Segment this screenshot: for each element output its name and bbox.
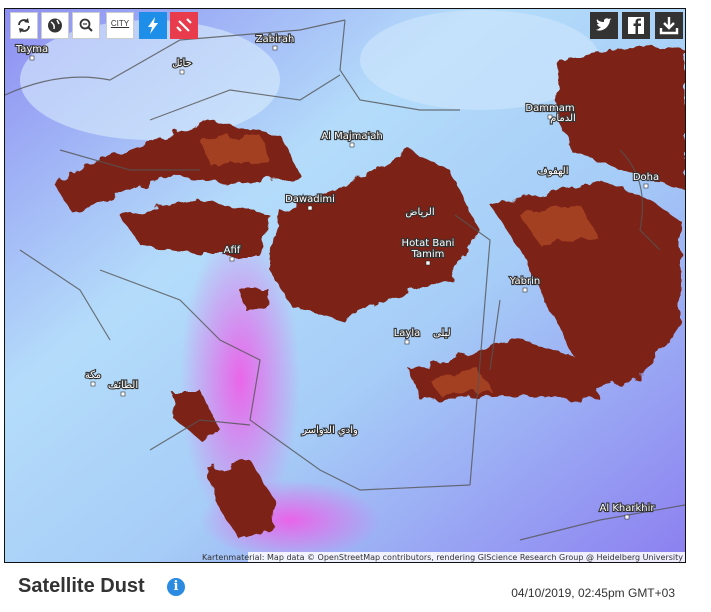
place-dot	[179, 69, 185, 75]
place-label: Zabirah	[256, 34, 295, 45]
info-button[interactable]: i	[167, 578, 185, 596]
refresh-button[interactable]	[10, 12, 38, 39]
refresh-icon	[18, 18, 30, 33]
place-label: Dawadimi	[285, 194, 335, 205]
place-label: ليلى	[433, 328, 451, 339]
lightning-button[interactable]	[139, 12, 167, 39]
place-dot	[425, 260, 431, 266]
place-label: Hotat Bani	[402, 238, 455, 249]
unlink-icon	[176, 18, 192, 32]
place-label: الطائف	[108, 380, 138, 391]
page-title: Satellite Dust	[18, 575, 145, 597]
twitter-button[interactable]	[590, 12, 618, 39]
place-label: Layla	[394, 328, 421, 339]
unlink-button[interactable]	[170, 12, 198, 39]
lightning-icon	[148, 17, 158, 34]
globe-icon	[48, 18, 62, 33]
place-label: Tayma	[15, 44, 48, 55]
place-dot	[272, 45, 278, 51]
place-dot	[349, 142, 355, 148]
city-button[interactable]: CITY	[106, 12, 134, 39]
labels: Tayma Zabirah Dammam Doha Al Majma'ah Dawadim…	[14, 33, 660, 520]
place-label: الهفوف	[537, 166, 568, 177]
zoom-button[interactable]	[72, 12, 100, 39]
place-label: مكة	[85, 370, 101, 381]
place-label: الدمام	[550, 113, 576, 124]
place-label: Al Majma'ah	[321, 131, 382, 142]
place-dot	[624, 514, 630, 520]
place-label: Doha	[633, 172, 659, 183]
place-label: Afif	[224, 245, 241, 256]
place-dot	[90, 381, 96, 387]
attribution: Kartenmaterial: Map data © OpenStreetMap…	[202, 553, 683, 562]
place-label: Tamim	[411, 249, 445, 260]
place-dot	[547, 114, 553, 120]
place-dot	[522, 287, 528, 293]
facebook-icon	[628, 17, 644, 34]
twitter-icon	[596, 18, 612, 31]
timestamp: 04/10/2019, 02:45pm GMT+03	[511, 586, 675, 600]
place-dot	[229, 256, 235, 262]
place-dot	[307, 205, 313, 211]
map-layer: Tayma Zabirah Dammam Doha Al Majma'ah Dawadim…	[5, 9, 685, 562]
place-label: وادي الدواسر	[301, 425, 358, 436]
place-dot	[120, 391, 126, 397]
place-dot	[29, 55, 35, 61]
place-dot	[404, 339, 410, 345]
zoom-icon	[79, 18, 93, 32]
globe-button[interactable]	[41, 12, 69, 39]
place-label: Yabrin	[509, 276, 540, 287]
place-label: Al Kharkhir	[600, 503, 656, 514]
download-icon	[659, 17, 679, 35]
facebook-button[interactable]	[622, 12, 650, 39]
place-label: حائل	[172, 58, 192, 69]
place-dot	[643, 183, 649, 189]
download-button[interactable]	[655, 12, 683, 39]
place-label: الرياض	[405, 207, 434, 218]
place-label: Dammam	[525, 103, 574, 114]
